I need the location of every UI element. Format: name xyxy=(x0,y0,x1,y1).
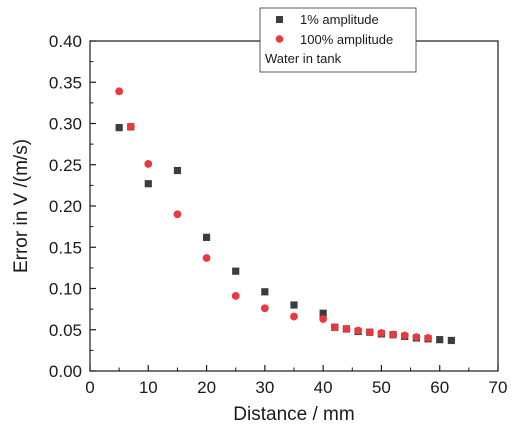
data-point-series-1 xyxy=(202,233,211,241)
data-point-series-1 xyxy=(447,336,455,345)
data-point-series-2 xyxy=(126,122,135,131)
data-point-series-2 xyxy=(389,330,397,339)
axis-ticks: 0 10 20 30 40 50 60 70 0.00 0.05 0.10 0.15 0.20 0.25 0… xyxy=(49,32,508,397)
legend-label-series-2: 100% amplitude xyxy=(300,32,393,47)
data-marks xyxy=(115,87,455,345)
data-point-series-2 xyxy=(377,329,386,337)
data-point-series-2 xyxy=(330,323,339,332)
y-tick-label: 0.05 xyxy=(49,321,82,340)
data-point-series-2 xyxy=(202,254,211,262)
data-point-series-2 xyxy=(412,333,421,342)
y-tick-label: 0.00 xyxy=(49,362,82,381)
y-tick-label: 0.25 xyxy=(49,156,82,175)
data-point-series-1 xyxy=(436,336,444,344)
x-tick-label: 70 xyxy=(489,378,508,397)
legend-marker-circle xyxy=(275,35,284,43)
y-tick-label: 0.35 xyxy=(49,73,82,92)
x-tick-label: 50 xyxy=(372,378,391,397)
legend-box xyxy=(259,7,417,73)
data-point-series-1 xyxy=(319,309,327,317)
x-tick-label: 10 xyxy=(139,378,158,397)
x-tick-label: 40 xyxy=(314,378,333,397)
x-tick-label: 0 xyxy=(85,378,94,397)
data-point-series-2 xyxy=(260,304,269,313)
plot-frame xyxy=(89,40,499,372)
data-point-series-2 xyxy=(342,325,351,333)
data-point-series-2 xyxy=(365,328,374,337)
legend: 1% amplitude 100% amplitude Water in tan… xyxy=(259,7,417,73)
data-point-series-1 xyxy=(232,267,240,275)
data-point-series-2 xyxy=(115,87,124,96)
data-point-series-1 xyxy=(115,124,123,132)
y-tick-label: 0.40 xyxy=(49,32,82,51)
data-point-series-1 xyxy=(173,166,182,175)
data-point-series-2 xyxy=(290,312,298,321)
legend-note: Water in tank xyxy=(265,51,342,66)
data-point-series-1 xyxy=(144,180,152,188)
data-point-series-2 xyxy=(319,315,328,323)
data-point-series-1 xyxy=(290,301,298,309)
x-tick-label: 60 xyxy=(430,378,449,397)
y-tick-label: 0.10 xyxy=(49,280,82,299)
data-point-series-2 xyxy=(354,326,363,335)
x-axis-title: Distance / mm xyxy=(233,404,354,425)
y-tick-label: 0.15 xyxy=(49,238,82,257)
x-tick-label: 20 xyxy=(197,378,216,397)
data-point-series-2 xyxy=(144,160,153,168)
y-tick-label: 0.30 xyxy=(49,115,82,134)
data-point-series-1 xyxy=(261,288,269,296)
y-axis-title: Error in V /(m/s) xyxy=(11,139,32,273)
legend-label-series-1: 1% amplitude xyxy=(300,12,379,27)
data-point-series-2 xyxy=(173,210,182,219)
data-point-series-2 xyxy=(231,292,240,300)
data-point-series-2 xyxy=(424,334,432,342)
x-tick-label: 30 xyxy=(255,378,274,397)
legend-marker-square xyxy=(276,16,283,23)
data-point-series-2 xyxy=(400,331,409,340)
y-tick-label: 0.20 xyxy=(49,197,82,216)
